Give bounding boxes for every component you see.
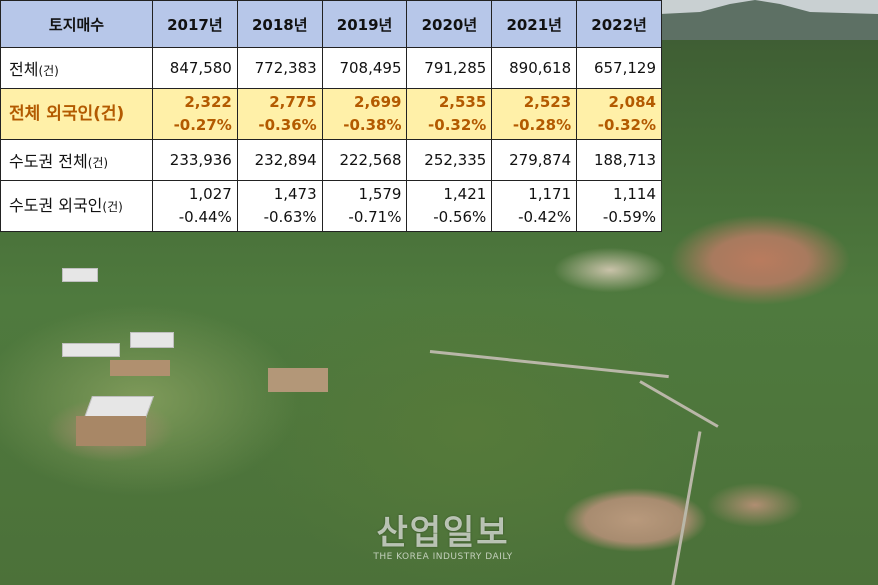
header-year: 2021년	[491, 0, 578, 48]
cell-share: -0.44%	[178, 208, 232, 226]
row-label: 수도권 전체(건)	[0, 139, 153, 181]
land-purchase-table: 토지매수 2017년 2018년 2019년 2020년 2021년 2022년…	[0, 0, 662, 232]
table-cell: 2,775 -0.36%	[236, 88, 323, 140]
table-cell: 222,568	[321, 139, 408, 181]
header-year: 2022년	[576, 0, 662, 48]
table-cell: 279,874	[491, 139, 578, 181]
cell-value: 2,084	[608, 93, 656, 111]
row-label-text: 수도권 외국인	[9, 195, 103, 215]
row-label-text: 수도권 전체	[9, 152, 88, 171]
road	[429, 350, 669, 379]
table-cell: 1,114 -0.59%	[576, 180, 662, 232]
table-row-total: 전체(건) 847,580 772,383 708,495 791,285 89…	[0, 47, 662, 89]
table-cell: 233,936	[152, 139, 238, 181]
table-cell: 772,383	[236, 47, 323, 89]
row-label-unit: (건)	[87, 156, 109, 170]
cell-share: -0.63%	[263, 208, 317, 226]
cell-value: 2,535	[438, 93, 487, 111]
cell-share: -0.36%	[258, 116, 317, 134]
header-year: 2020년	[406, 0, 493, 48]
table-cell: 232,894	[236, 139, 323, 181]
watermark-subtitle: THE KOREA INDUSTRY DAILY	[373, 552, 513, 562]
cell-share: -0.32%	[428, 116, 487, 134]
row-label-unit: (건)	[38, 64, 59, 78]
table-cell: 847,580	[152, 47, 238, 89]
greenhouse	[62, 343, 120, 357]
table-cell: 2,535 -0.32%	[406, 88, 493, 140]
header-year: 2017년	[152, 0, 238, 48]
table-cell: 2,699 -0.38%	[321, 88, 408, 140]
table-cell: 2,322 -0.27%	[152, 88, 238, 140]
row-label: 전체(건)	[0, 47, 153, 89]
table-row-foreign: 전체 외국인(건) 2,322 -0.27% 2,775 -0.36% 2,699 -…	[0, 88, 662, 140]
header-year: 2019년	[321, 0, 408, 48]
table-cell: 1,473 -0.63%	[236, 180, 323, 232]
cell-value: 2,523	[523, 93, 572, 111]
road	[670, 431, 702, 585]
watermark: 산업일보 THE KOREA INDUSTRY DAILY	[358, 505, 528, 562]
header-year: 2018년	[236, 0, 323, 48]
cell-value: 1,027	[188, 185, 232, 203]
mountain-ridge	[660, 0, 878, 40]
table-cell: 1,579 -0.71%	[321, 180, 408, 232]
cell-value: 2,775	[269, 93, 317, 111]
row-label: 수도권 외국인(건)	[0, 180, 153, 232]
cell-share: -0.56%	[433, 208, 487, 226]
cell-value: 1,171	[528, 185, 572, 203]
table-row-metro: 수도권 전체(건) 233,936 232,894 222,568 252,33…	[0, 139, 662, 181]
table-cell: 188,713	[576, 139, 662, 181]
greenhouse	[62, 268, 98, 282]
cell-share: -0.59%	[602, 208, 656, 226]
watermark-logo: 산업일보	[376, 513, 510, 553]
cell-share: -0.42%	[518, 208, 572, 226]
cell-share: -0.38%	[343, 116, 402, 134]
table-cell: 2,523 -0.28%	[491, 88, 578, 140]
cell-value: 1,114	[613, 185, 656, 203]
cell-value: 2,322	[184, 93, 232, 111]
table-cell: 1,171 -0.42%	[491, 180, 578, 232]
cell-share: -0.27%	[173, 116, 232, 134]
row-label-text: 전체	[9, 60, 39, 79]
cell-share: -0.32%	[597, 116, 656, 134]
header-corner: 토지매수	[0, 0, 153, 48]
field	[268, 368, 328, 392]
field	[110, 360, 170, 376]
table-cell: 1,421 -0.56%	[406, 180, 493, 232]
greenhouse	[130, 332, 174, 348]
table-cell: 890,618	[491, 47, 578, 89]
row-label-unit: (건)	[102, 199, 123, 214]
field	[76, 416, 146, 446]
data-table: 토지매수 2017년 2018년 2019년 2020년 2021년 2022년…	[0, 0, 662, 232]
table-cell: 708,495	[321, 47, 408, 89]
table-cell: 252,335	[406, 139, 493, 181]
greenhouse	[83, 396, 155, 418]
table-cell: 1,027 -0.44%	[152, 180, 238, 232]
row-label: 전체 외국인(건)	[0, 88, 153, 140]
table-header-row: 토지매수 2017년 2018년 2019년 2020년 2021년 2022년	[0, 0, 662, 48]
table-cell: 791,285	[406, 47, 493, 89]
cell-value: 2,699	[354, 93, 402, 111]
table-row-metro-foreign: 수도권 외국인(건) 1,027 -0.44% 1,473 -0.63% 1,579…	[0, 180, 662, 232]
cell-value: 1,421	[443, 185, 487, 203]
cell-value: 1,579	[358, 185, 402, 203]
cell-share: -0.28%	[512, 116, 572, 134]
table-cell: 2,084 -0.32%	[576, 88, 662, 140]
table-cell: 657,129	[576, 47, 662, 89]
cell-value: 1,473	[273, 185, 317, 203]
cell-share: -0.71%	[348, 208, 402, 226]
road	[639, 380, 719, 428]
